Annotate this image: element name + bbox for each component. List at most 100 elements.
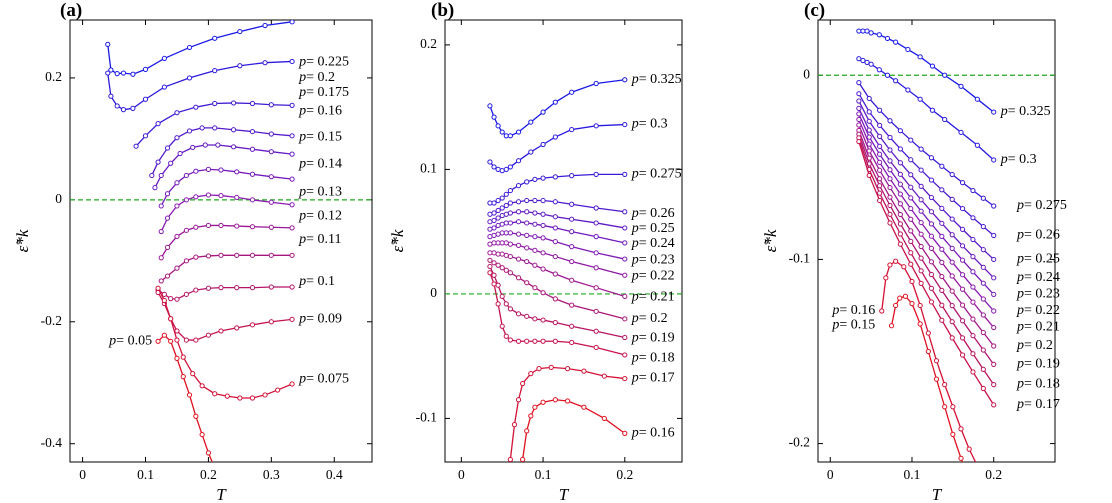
data-point <box>249 128 256 135</box>
data-point <box>552 338 558 344</box>
data-point <box>540 399 546 405</box>
series-label: p= 0.21 <box>631 290 675 305</box>
data-point <box>552 253 558 260</box>
data-point <box>499 168 505 174</box>
data-point <box>866 95 872 102</box>
data-point <box>515 199 522 205</box>
data-point <box>887 202 893 209</box>
x-tick-label: 0.1 <box>904 467 921 482</box>
data-point <box>860 57 866 64</box>
data-point <box>908 228 914 234</box>
data-point <box>918 197 924 203</box>
data-point <box>918 280 924 286</box>
data-point <box>942 404 948 410</box>
data-point <box>491 217 497 224</box>
data-point <box>540 197 546 204</box>
data-point <box>622 209 628 215</box>
series-label: p= 0.325 <box>1000 104 1051 119</box>
panel-a: (a) 0 0.1 0.2 0.3 0.4 0.2 0 -0.2 -0.4 Tε̃*k p= 0.22… <box>13 0 373 503</box>
data-point <box>507 241 513 247</box>
data-point <box>268 102 274 108</box>
data-point <box>249 322 256 328</box>
data-point <box>970 369 976 375</box>
data-point <box>532 262 538 268</box>
data-point <box>959 318 966 324</box>
data-point <box>205 222 212 229</box>
data-point <box>552 134 558 140</box>
data-point <box>897 191 903 197</box>
data-point <box>487 103 493 109</box>
data-point <box>980 195 986 201</box>
data-point <box>569 126 575 133</box>
data-point <box>524 197 530 204</box>
data-point <box>152 185 158 191</box>
data-point <box>193 168 199 174</box>
x-axis-label: T <box>216 485 227 503</box>
data-point <box>933 358 940 364</box>
plot-area <box>856 28 997 482</box>
data-point <box>856 56 862 62</box>
data-point <box>524 313 530 319</box>
data-point <box>507 253 513 260</box>
series-line <box>107 21 293 75</box>
data-point <box>887 262 893 268</box>
data-point <box>622 352 628 358</box>
data-point <box>593 344 599 351</box>
data-point <box>202 142 208 148</box>
data-point <box>540 250 546 256</box>
data-point <box>289 151 295 157</box>
series-label: p= 0.18 <box>1016 377 1060 392</box>
data-point <box>942 72 948 78</box>
data-point <box>237 63 243 69</box>
data-point <box>532 247 538 253</box>
data-point <box>487 257 493 263</box>
y-tick-label: 0.1 <box>420 161 437 176</box>
data-point <box>949 303 955 309</box>
data-point <box>540 290 546 296</box>
data-point <box>593 80 599 87</box>
data-point <box>262 22 268 29</box>
data-point <box>918 167 924 173</box>
y-axis-label: ε̃*k <box>761 229 780 252</box>
data-point <box>967 478 971 482</box>
data-point <box>970 187 976 194</box>
data-point <box>268 174 274 180</box>
data-point <box>161 55 167 62</box>
data-point <box>190 144 196 151</box>
x-axis-label: T <box>932 485 943 503</box>
data-point <box>205 253 212 259</box>
data-point <box>975 464 979 468</box>
data-point <box>499 195 505 201</box>
panel-label: (a) <box>60 0 82 21</box>
data-point <box>515 397 522 403</box>
data-point <box>883 275 889 281</box>
data-point <box>108 93 114 99</box>
data-point <box>970 269 976 275</box>
data-point <box>495 166 501 173</box>
data-point <box>205 285 212 291</box>
data-point <box>532 234 538 240</box>
data-point <box>569 244 575 250</box>
data-point <box>168 316 174 322</box>
data-point <box>917 302 923 309</box>
data-point <box>218 222 224 229</box>
data-point <box>905 46 911 53</box>
data-point <box>503 202 509 209</box>
data-point <box>499 265 505 271</box>
data-point <box>959 180 966 186</box>
data-point <box>507 230 513 236</box>
data-point <box>268 199 274 205</box>
data-point <box>877 159 883 165</box>
data-point <box>268 149 274 155</box>
data-point <box>491 272 497 278</box>
data-point <box>897 128 903 134</box>
data-point <box>158 278 164 284</box>
data-point <box>959 243 966 249</box>
data-point <box>487 270 493 276</box>
data-point <box>168 338 174 344</box>
data-point <box>991 256 997 263</box>
series-label: p= 0.12 <box>298 209 342 224</box>
plot-area <box>487 77 628 462</box>
y-axis-label: ε̃*k <box>388 229 407 252</box>
data-point <box>564 366 571 372</box>
